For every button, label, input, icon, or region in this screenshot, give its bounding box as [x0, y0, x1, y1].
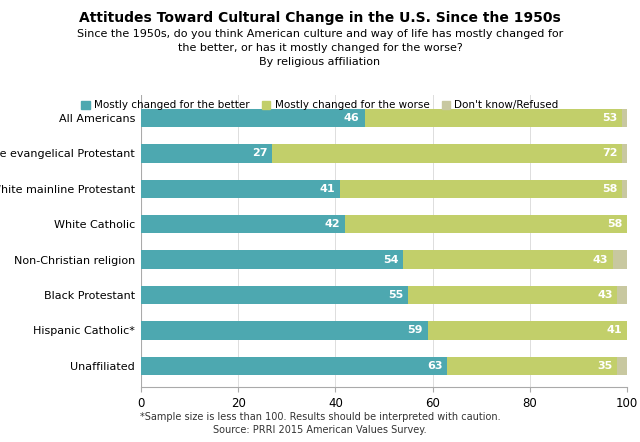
Text: 41: 41: [607, 325, 622, 335]
Text: 27: 27: [252, 149, 268, 158]
Text: 63: 63: [427, 361, 442, 371]
Text: *Sample size is less than 100. Results should be interpreted with caution.: *Sample size is less than 100. Results s…: [140, 412, 500, 422]
Bar: [141, 321, 428, 339]
Text: Attitudes Toward Cultural Change in the U.S. Since the 1950s: Attitudes Toward Cultural Change in the …: [79, 11, 561, 25]
Text: 58: 58: [602, 184, 618, 194]
Bar: [141, 179, 340, 198]
Legend: Mostly changed for the better, Mostly changed for the worse, Don't know/Refused: Mostly changed for the better, Mostly ch…: [81, 100, 559, 110]
Text: 58: 58: [607, 219, 622, 229]
Text: 46: 46: [344, 113, 360, 123]
Bar: [141, 215, 345, 233]
Bar: [141, 109, 365, 127]
Bar: [403, 250, 612, 269]
Text: 59: 59: [408, 325, 423, 335]
Bar: [141, 357, 447, 375]
Bar: [272, 144, 622, 163]
Text: 55: 55: [388, 290, 403, 300]
Bar: [622, 179, 627, 198]
Bar: [447, 357, 618, 375]
Text: 42: 42: [324, 219, 340, 229]
Bar: [141, 144, 272, 163]
Text: 43: 43: [592, 255, 608, 265]
Bar: [622, 109, 627, 127]
Bar: [618, 357, 627, 375]
Bar: [612, 250, 627, 269]
Bar: [141, 250, 403, 269]
Bar: [428, 321, 627, 339]
Bar: [141, 286, 408, 304]
Bar: [365, 109, 622, 127]
Text: 41: 41: [320, 184, 335, 194]
Bar: [345, 215, 627, 233]
Text: 72: 72: [602, 149, 618, 158]
Text: 43: 43: [597, 290, 612, 300]
Bar: [340, 179, 622, 198]
Text: Since the 1950s, do you think American culture and way of life has mostly change: Since the 1950s, do you think American c…: [77, 29, 563, 67]
Bar: [622, 144, 627, 163]
Bar: [618, 286, 627, 304]
Text: 53: 53: [602, 113, 618, 123]
Bar: [408, 286, 618, 304]
Text: 35: 35: [597, 361, 612, 371]
Text: 54: 54: [383, 255, 399, 265]
Text: Source: PRRI 2015 American Values Survey.: Source: PRRI 2015 American Values Survey…: [213, 425, 427, 435]
